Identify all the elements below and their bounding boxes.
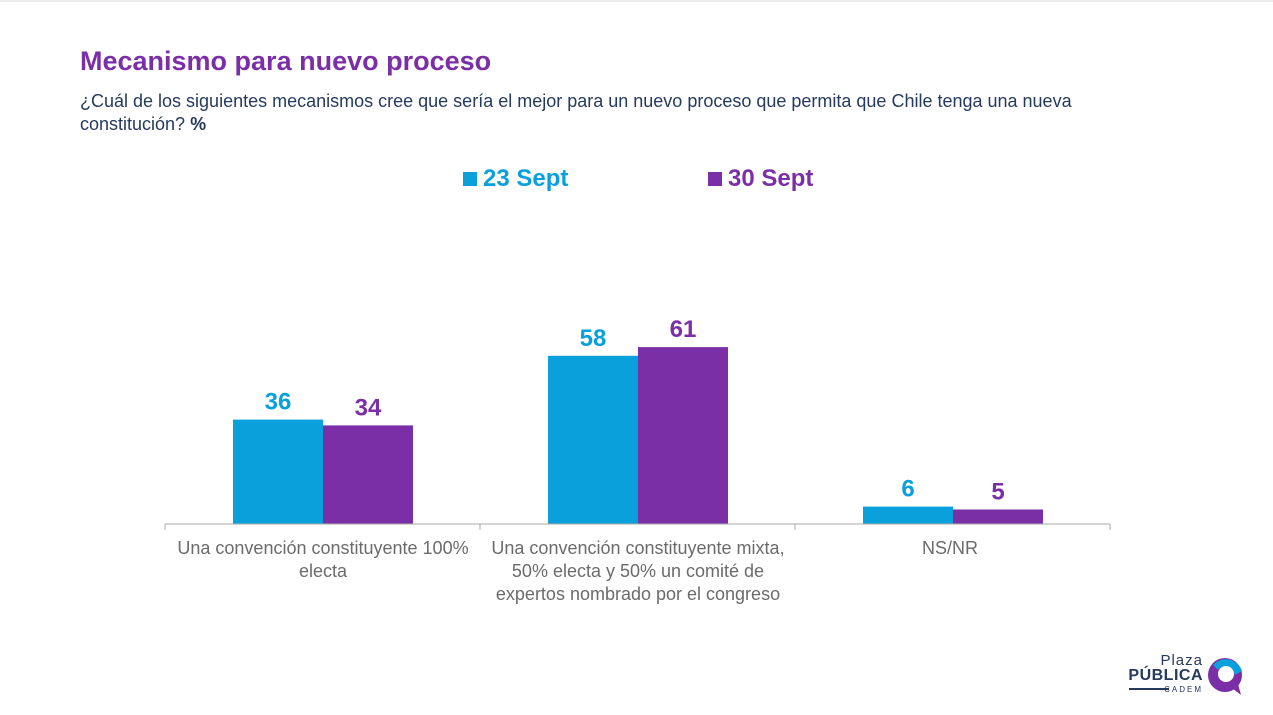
bar-series-1-category-3 xyxy=(863,506,953,524)
page-title: Mecanismo para nuevo proceso xyxy=(80,46,492,76)
speech-bubble-icon xyxy=(1208,658,1242,695)
data-label-series-2-category-3: 5 xyxy=(991,479,1004,506)
legend-swatch-series-1 xyxy=(463,172,477,186)
data-label-series-1-category-1: 36 xyxy=(265,389,292,416)
category-label-1: Una convención constituyente 100% electa xyxy=(177,538,469,581)
legend-item-series-1: 23 Sept xyxy=(463,165,568,193)
logo-text-publica: PÚBLICA xyxy=(1128,667,1203,684)
legend-item-series-2: 30 Sept xyxy=(708,165,813,193)
bar-series-1-category-1 xyxy=(233,419,323,524)
category-label-2: Una convención constituyente mixta, 50% … xyxy=(491,538,785,604)
logo-text-plaza: Plaza xyxy=(1160,652,1203,669)
logo-text-cadem: CADEM xyxy=(1164,685,1203,694)
top-divider xyxy=(0,0,1273,2)
plaza-publica-cadem-logo: Plaza PÚBLICA CADEM xyxy=(1126,652,1251,702)
bar-series-2-category-3 xyxy=(953,509,1043,524)
bar-series-2-category-2 xyxy=(638,347,728,524)
chart-subtitle: ¿Cuál de los siguientes mecanismos cree … xyxy=(80,90,1090,136)
bar-series-1-category-2 xyxy=(548,355,638,524)
data-label-series-1-category-2: 58 xyxy=(580,325,607,352)
unit-label: % xyxy=(190,114,207,134)
data-label-series-2-category-1: 34 xyxy=(355,394,382,421)
legend-label-series-2: 30 Sept xyxy=(728,165,814,192)
category-label-3: NS/NR xyxy=(921,538,978,558)
bar-series-2-category-1 xyxy=(323,425,413,524)
survey-question: ¿Cuál de los siguientes mecanismos cree … xyxy=(80,91,1072,134)
legend-swatch-series-2 xyxy=(708,172,722,186)
data-label-series-1-category-3: 6 xyxy=(901,476,914,503)
legend-label-series-1: 23 Sept xyxy=(483,165,569,192)
data-label-series-2-category-2: 61 xyxy=(670,316,697,343)
logo-underline xyxy=(1129,688,1169,690)
